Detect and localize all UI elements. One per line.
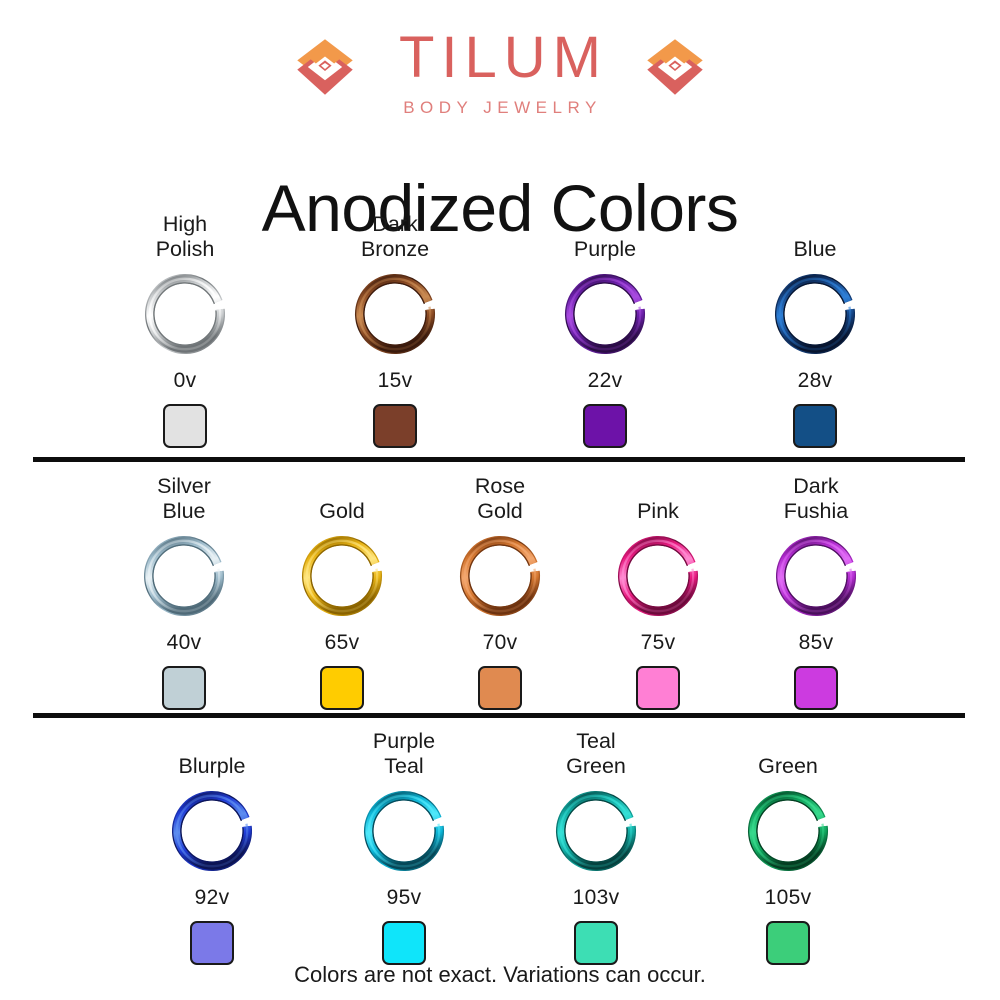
color-name-label: Teal Green xyxy=(566,729,626,778)
color-chip[interactable] xyxy=(163,404,207,448)
seamless-ring-icon xyxy=(296,530,388,622)
color-name-label: Purple xyxy=(573,237,637,261)
voltage-label: 22v xyxy=(587,369,623,392)
color-chip[interactable] xyxy=(793,404,837,448)
color-name-label: Dark Fushia xyxy=(783,474,849,523)
color-name-label: High Polish xyxy=(155,212,215,261)
brand-tagline: BODY JEWELRY xyxy=(403,97,602,117)
color-chip[interactable] xyxy=(382,921,426,965)
color-chip[interactable] xyxy=(373,404,417,448)
color-name-label: Blue xyxy=(793,237,837,261)
color-swatch-cell[interactable]: Teal Green 103v xyxy=(550,729,642,965)
seamless-ring-icon xyxy=(166,785,258,877)
voltage-label: 105v xyxy=(764,886,812,909)
seamless-ring-icon xyxy=(138,530,230,622)
seamless-ring-icon xyxy=(612,530,704,622)
brand-name: TILUM xyxy=(399,25,608,90)
color-chip[interactable] xyxy=(320,666,364,710)
color-chip[interactable] xyxy=(162,666,206,710)
voltage-label: 15v xyxy=(377,369,413,392)
color-chip[interactable] xyxy=(574,921,618,965)
wordmark: TILUM BODY JEWELRY xyxy=(392,25,608,118)
color-chip[interactable] xyxy=(794,666,838,710)
tilum-diamond-logo-icon-right xyxy=(642,34,708,100)
brand-header: TILUM BODY JEWELRY xyxy=(0,25,1000,118)
color-chip[interactable] xyxy=(190,921,234,965)
voltage-label: 65v xyxy=(324,631,360,654)
color-swatch-cell[interactable]: Green 105v xyxy=(742,729,834,965)
voltage-label: 95v xyxy=(386,886,422,909)
voltage-label: 75v xyxy=(640,631,676,654)
color-name-label: Purple Teal xyxy=(372,729,436,778)
color-name-label: Blurple xyxy=(178,754,246,778)
voltage-label: 28v xyxy=(797,369,833,392)
color-swatch-cell[interactable]: Dark Bronze 15v xyxy=(349,212,441,448)
color-swatch-cell[interactable]: Dark Fushia 85v xyxy=(770,474,862,710)
color-swatch-cell[interactable]: High Polish 0v xyxy=(139,212,231,448)
seamless-ring-icon xyxy=(358,785,450,877)
color-swatch-cell[interactable]: Silver Blue 40v xyxy=(138,474,230,710)
color-chip[interactable] xyxy=(766,921,810,965)
color-chip[interactable] xyxy=(636,666,680,710)
color-chip[interactable] xyxy=(478,666,522,710)
voltage-label: 40v xyxy=(166,631,202,654)
seamless-ring-icon xyxy=(349,268,441,360)
voltage-label: 70v xyxy=(482,631,518,654)
color-swatch-cell[interactable]: Pink 75v xyxy=(612,474,704,710)
voltage-label: 92v xyxy=(194,886,230,909)
color-swatch-cell[interactable]: Purple 22v xyxy=(559,212,651,448)
voltage-label: 103v xyxy=(572,886,620,909)
color-name-label: Rose Gold xyxy=(474,474,526,523)
color-name-label: Pink xyxy=(637,499,679,523)
seamless-ring-icon xyxy=(454,530,546,622)
color-swatch-cell[interactable]: Purple Teal 95v xyxy=(358,729,450,965)
color-name-label: Silver Blue xyxy=(157,474,211,523)
color-name-label: Dark Bronze xyxy=(360,212,430,261)
seamless-ring-icon xyxy=(139,268,231,360)
seamless-ring-icon xyxy=(550,785,642,877)
color-row-1: High Polish 0v Dark Bronze 15v Purple 22v Blue 28… xyxy=(0,212,1000,448)
color-name-label: Gold xyxy=(319,499,365,523)
seamless-ring-icon xyxy=(770,530,862,622)
seamless-ring-icon xyxy=(769,268,861,360)
color-chip[interactable] xyxy=(583,404,627,448)
color-swatch-cell[interactable]: Rose Gold 70v xyxy=(454,474,546,710)
color-swatch-cell[interactable]: Blue 28v xyxy=(769,212,861,448)
seamless-ring-icon xyxy=(559,268,651,360)
color-row-2: Silver Blue 40v Gold 65v Rose Gold 70v Pink 75v Da… xyxy=(0,474,1000,710)
row-divider-1 xyxy=(33,457,965,462)
seamless-ring-icon xyxy=(742,785,834,877)
color-row-3: Blurple 92v Purple Teal 95v Teal Green 103v Gree… xyxy=(0,729,1000,965)
color-swatch-cell[interactable]: Gold 65v xyxy=(296,474,388,710)
color-swatch-cell[interactable]: Blurple 92v xyxy=(166,729,258,965)
disclaimer-note: Colors are not exact. Variations can occ… xyxy=(294,962,706,987)
voltage-label: 0v xyxy=(173,369,197,392)
page-title: Anodized Colors xyxy=(261,171,739,246)
color-name-label: Green xyxy=(758,754,818,778)
row-divider-2 xyxy=(33,713,965,718)
tilum-diamond-logo-icon-left xyxy=(292,34,358,100)
voltage-label: 85v xyxy=(798,631,834,654)
